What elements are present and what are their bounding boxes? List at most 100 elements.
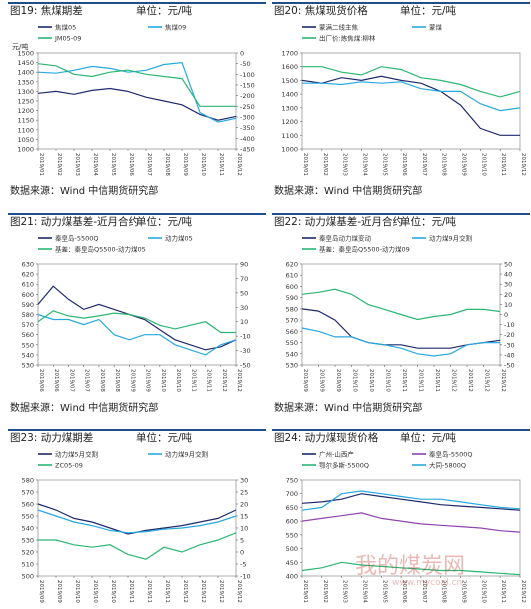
y-tick-label: 1200 [17,107,34,115]
series-line [301,490,521,511]
y2-tick-label: 5 [240,537,244,545]
legend-label: 大同-5800Q [429,461,466,470]
source-note: 数据来源：Wind 中信期货研究部 [274,186,423,197]
x-tick-label: 2019/10 [480,153,486,176]
y-tick-label: 590 [22,301,34,309]
chart-unit: 单位：元/吨 [400,5,457,17]
x-tick-label: 2019/12 [200,580,206,603]
y2-tick-label: -10 [240,573,251,581]
x-tick-label: 2019/10 [200,153,206,176]
x-tick-label: 2019/11 [206,369,212,392]
y-tick-label: 560 [22,501,34,509]
y-tick-label: 1250 [17,98,34,106]
y2-tick-label: -10 [504,321,515,329]
y-tick-label: 1100 [17,126,34,134]
y2-tick-label: -50 [504,362,515,370]
chart-header: 图22: 动力煤基差-近月合约 单位：元/吨 [272,213,530,231]
chart-unit: 单位：元/吨 [136,5,193,17]
source-note: 数据来源：Wind 中信期货研究部 [10,186,159,197]
y2-tick-label: -200 [240,92,255,100]
legend-label: 出厂价:炼焦煤:柳林 [319,34,376,43]
y2-tick-label: -50 [240,60,251,68]
series-line [301,327,500,357]
x-tick-label: 2019/10 [352,369,358,392]
y2-tick-label: -40 [504,351,515,359]
legend-label: 秦皇岛-5500Q [429,450,473,459]
y-axis-label: 元/吨 [12,42,28,51]
x-tick-label: 2019/11 [190,369,196,392]
chart-title: 图19: 焦煤期差 [10,5,83,17]
legend-label: 焦煤09 [165,23,186,32]
x-tick-label: 2019/02 [322,153,328,176]
x-tick-label: 2019/10 [74,580,80,603]
y-tick-label: 1350 [17,78,34,86]
y-tick-label: 540 [22,525,34,533]
x-tick-label: 2019/06 [401,153,407,176]
x-tick-label: 2019/11 [500,153,506,176]
y-tick-label: 510 [22,561,34,569]
x-tick-label: 2019/06 [128,153,134,176]
x-tick-label: 2019/10 [385,369,391,392]
x-tick-label: 2019/08 [99,369,105,392]
y-tick-label: 700 [286,490,298,498]
y-tick-label: 1500 [281,77,298,85]
chart-title: 图24: 动力煤现货价格 [274,432,379,444]
x-tick-label: 2019/11 [164,580,170,603]
x-tick-label: 2019/12 [500,369,506,392]
chart-header: 图21: 动力煤基差-近月合约 单位：元/吨 [8,213,266,231]
chart-title: 图23: 动力煤期差 [10,432,94,444]
y2-tick-label: 0 [504,311,508,319]
x-tick-label: 2019/06 [401,580,407,603]
x-tick-label: 2019/10 [368,369,374,392]
x-tick-label: 2019/04 [361,580,367,603]
legend-label: 基差：秦皇岛Q5500-动力煤05 [55,245,146,254]
x-tick-label: 2019/09 [56,580,62,603]
chart-title: 图21: 动力煤基差-近月合约 [10,216,140,228]
plot-frame [37,479,237,577]
chart-header: 图20: 焦煤现货价格 单位：元/吨 [272,2,530,20]
legend-label: JM05-09 [54,35,81,43]
legend-label: 动力煤5月交割 [55,450,99,459]
chart-header: 图19: 焦煤期差 单位：元/吨 [8,2,266,20]
x-tick-label: 2019/05 [110,153,116,176]
x-tick-label: 2019/07 [68,369,74,392]
chart-panel-22: 图22: 动力煤基差-近月合约 单位：元/吨 530 540 550 560 570 58… [272,213,530,414]
y2-tick-label: 0 [240,549,244,557]
x-tick-label: 2019/07 [421,153,427,176]
x-tick-label: 2019/09 [335,369,341,392]
x-tick-label: 2019/09 [461,580,467,603]
y-tick-label: 1300 [17,88,34,96]
x-tick-label: 2019/09 [461,153,467,176]
y2-tick-label: 70 [240,275,248,283]
chart-panel-19: 图19: 焦煤期差 单位：元/吨 1000 1050 1100 1150 1200 125… [8,2,266,200]
source-note: 数据来源：Wind 中信期货研究部 [274,403,423,414]
y-tick-label: 1000 [17,146,34,154]
x-tick-label: 2019/08 [114,369,120,392]
y2-tick-label: 0 [240,50,244,58]
chart-header: 图24: 动力煤现货价格 单位：元/吨 [272,429,530,447]
y-tick-label: 750 [286,477,298,485]
y-tick-label: 500 [22,573,34,581]
x-tick-label: 2019/11 [218,153,224,176]
x-tick-label: 2019/12 [221,369,227,392]
x-tick-label: 2019/05 [381,153,387,176]
y-tick-label: 550 [22,513,34,521]
y-tick-label: 1400 [281,91,298,99]
x-tick-label: 2019/06 [53,369,59,392]
y-tick-label: 580 [22,311,34,319]
y2-tick-label: -450 [240,146,255,154]
chart-panel-24: 图24: 动力煤现货价格 单位：元/吨 400 450 500 550 600 650 70… [272,429,530,607]
x-tick-label: 2019/03 [74,153,80,176]
x-tick-label: 2019/09 [129,369,135,392]
y2-tick-label: 10 [240,318,248,326]
x-tick-label: 2019/11 [146,580,152,603]
y-tick-label: 1200 [281,118,298,126]
y-tick-label: 580 [286,305,298,313]
chart-unit: 单位：元/吨 [400,432,457,444]
y2-tick-label: 50 [240,289,248,297]
chart-plot: 500510520530540550560570580-10-505101520… [22,450,251,604]
series-line [37,310,236,334]
x-tick-label: 2019/12 [182,580,188,603]
y2-tick-label: 20 [504,291,512,299]
y2-tick-label: -100 [240,71,255,79]
